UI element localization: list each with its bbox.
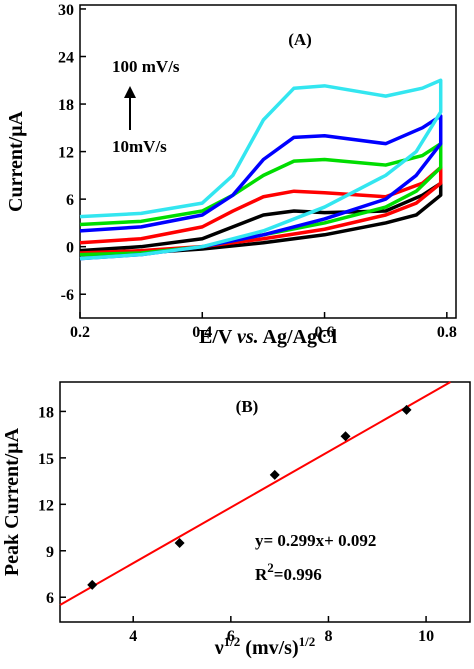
- data-point: [87, 579, 98, 590]
- data-point: [174, 538, 185, 549]
- x-axis-label-part: ν: [214, 637, 224, 659]
- annotation-part: R: [255, 565, 268, 584]
- y-axis-label-part: Peak Current/μA: [1, 427, 23, 576]
- data-point: [269, 469, 280, 480]
- y-tick-label: 6: [66, 192, 74, 209]
- x-axis-label-part: (mv/s): [240, 637, 298, 659]
- y-tick-label: 6: [46, 590, 54, 607]
- x-axis-label-part: vs.: [237, 326, 259, 348]
- y-tick-label: 18: [58, 97, 74, 114]
- annotation: R2=0.996: [255, 560, 322, 584]
- x-axis-label-part: 1/2: [299, 634, 316, 649]
- fit-line: [59, 381, 451, 606]
- x-tick-label: 8: [324, 628, 332, 645]
- cv-curve: [79, 78, 443, 261]
- annotation-part: y= 0.299x+ 0.092: [255, 531, 376, 550]
- x-axis-label: ν1/2 (mv/s)1/2: [214, 634, 316, 659]
- annotation: 100 mV/s: [112, 57, 180, 76]
- x-tick-label: 4: [129, 628, 137, 645]
- y-tick-label: 15: [38, 451, 54, 468]
- x-tick-label: 0.4: [192, 324, 212, 341]
- annotation-part: =0.996: [274, 565, 322, 584]
- annotation-part: (A): [288, 30, 312, 49]
- y-tick-label: 18: [38, 404, 54, 421]
- annotation: (B): [236, 397, 259, 416]
- annotation: 10mV/s: [112, 137, 167, 156]
- x-tick-label: 0.8: [437, 324, 457, 341]
- data-point: [401, 404, 412, 415]
- x-tick-label: 0.6: [315, 324, 335, 341]
- y-axis-label: Current/μA: [5, 110, 27, 212]
- x-tick-label: 6: [227, 628, 235, 645]
- x-axis-label-part: Ag/AgCl: [259, 326, 338, 348]
- x-axis-label-part: 1/2: [224, 634, 241, 649]
- cv-curve: [79, 181, 443, 257]
- x-tick-label: 0.2: [70, 324, 90, 341]
- x-axis-label-part: E/V: [199, 326, 237, 348]
- annotation-part: (B): [236, 397, 259, 416]
- annotation: y= 0.299x+ 0.092: [255, 531, 376, 550]
- cv-curve: [79, 114, 443, 261]
- annotation-part: 100 mV/s: [112, 57, 180, 76]
- plot-frame: [79, 4, 457, 319]
- y-axis-label-part: Current/μA: [5, 110, 27, 212]
- arrow-head: [124, 86, 136, 98]
- annotation-part: 10mV/s: [112, 137, 167, 156]
- x-tick-label: 10: [418, 628, 434, 645]
- annotation: (A): [288, 30, 312, 49]
- x-axis-label: E/V vs. Ag/AgCl: [199, 326, 337, 348]
- y-tick-label: 12: [58, 145, 74, 162]
- y-tick-label: 9: [46, 544, 54, 561]
- y-tick-label: 0: [66, 240, 74, 257]
- y-tick-label: -6: [61, 287, 74, 304]
- y-tick-label: 12: [38, 497, 54, 514]
- y-tick-label: 30: [58, 2, 74, 19]
- plot-frame: [59, 381, 471, 623]
- y-axis-label: Peak Current/μA: [1, 427, 23, 576]
- y-tick-label: 24: [58, 50, 74, 67]
- data-point: [340, 431, 351, 442]
- annotation-part: 2: [267, 560, 274, 575]
